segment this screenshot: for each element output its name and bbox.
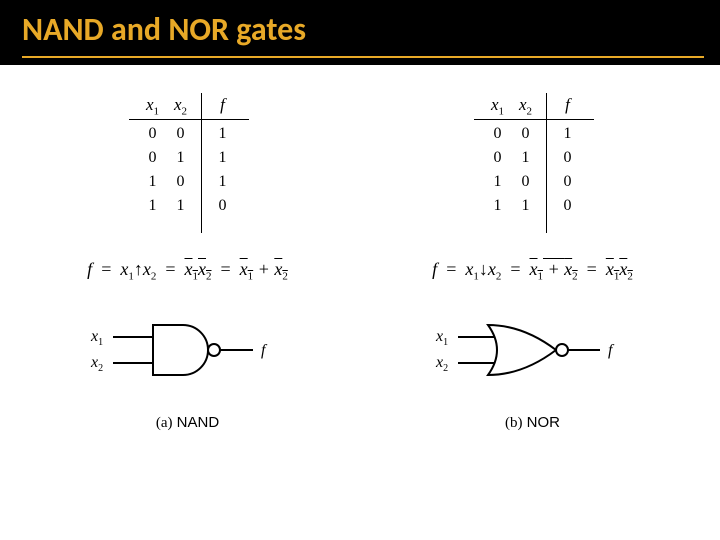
nand-gate-svg: x1 x2 f bbox=[83, 305, 293, 395]
table-cell: 0 bbox=[512, 125, 540, 143]
table-cell: 0 bbox=[554, 173, 582, 191]
table-cell: 1 bbox=[512, 197, 540, 215]
caption-text: NOR bbox=[527, 414, 560, 431]
nand-column: x1 x2 f 0 0 1 0 1 1 1 0 1 1 1 0 f = x1↑x… bbox=[30, 89, 345, 432]
table-cell: 0 bbox=[139, 125, 167, 143]
table-cell: 1 bbox=[139, 173, 167, 191]
svg-text:f: f bbox=[608, 342, 615, 359]
table-cell: 0 bbox=[139, 149, 167, 167]
table-cell: 1 bbox=[167, 149, 195, 167]
slide-title: NAND and NOR gates bbox=[22, 10, 700, 49]
table-cell: 1 bbox=[554, 125, 582, 143]
table-cell: 0 bbox=[209, 197, 237, 215]
nand-equation: f = x1↑x2 = x1x2 = x1 + x2 bbox=[87, 259, 288, 283]
nor-gate-svg: x1 x2 f bbox=[428, 305, 638, 395]
nand-th-f: f bbox=[209, 95, 237, 119]
nor-column: x1 x2 f 0 0 1 0 1 0 1 0 0 1 1 0 f = x1↓x… bbox=[375, 89, 690, 432]
svg-text:x2: x2 bbox=[435, 354, 448, 374]
table-cell: 0 bbox=[167, 173, 195, 191]
table-cell: 1 bbox=[139, 197, 167, 215]
svg-text:x1: x1 bbox=[90, 328, 103, 348]
nor-gate: x1 x2 f bbox=[428, 305, 638, 400]
nand-th-x1: x1 bbox=[139, 95, 167, 119]
nor-equation: f = x1↓x2 = x1 + x2 = x1x2 bbox=[432, 259, 633, 283]
table-cell: 1 bbox=[484, 173, 512, 191]
content-area: x1 x2 f 0 0 1 0 1 1 1 0 1 1 1 0 f = x1↑x… bbox=[0, 65, 720, 432]
table-cell: 1 bbox=[209, 125, 237, 143]
table-cell: 1 bbox=[167, 197, 195, 215]
nand-gate: x1 x2 f bbox=[83, 305, 293, 400]
table-cell: 0 bbox=[512, 173, 540, 191]
nor-truth-table: x1 x2 f 0 0 1 0 1 0 1 0 0 1 1 0 bbox=[466, 89, 600, 225]
caption-text: NAND bbox=[177, 414, 220, 431]
svg-text:x1: x1 bbox=[435, 328, 448, 348]
table-cell: 0 bbox=[554, 197, 582, 215]
table-cell: 0 bbox=[484, 149, 512, 167]
caption-label: (a) bbox=[156, 415, 173, 431]
table-cell: 1 bbox=[484, 197, 512, 215]
nor-th-f: f bbox=[554, 95, 582, 119]
table-cell: 0 bbox=[484, 125, 512, 143]
table-cell: 1 bbox=[512, 149, 540, 167]
nand-caption: (a) NAND bbox=[156, 414, 219, 432]
table-cell: 1 bbox=[209, 149, 237, 167]
nand-th-x2: x2 bbox=[167, 95, 195, 119]
table-cell: 0 bbox=[167, 125, 195, 143]
table-cell: 0 bbox=[554, 149, 582, 167]
table-cell: 1 bbox=[209, 173, 237, 191]
title-underline bbox=[22, 56, 704, 58]
nor-th-x2: x2 bbox=[512, 95, 540, 119]
nand-truth-table: x1 x2 f 0 0 1 0 1 1 1 0 1 1 1 0 bbox=[121, 89, 255, 225]
caption-label: (b) bbox=[505, 415, 523, 431]
svg-text:x2: x2 bbox=[90, 354, 103, 374]
nor-caption: (b) NOR bbox=[505, 414, 560, 432]
nor-th-x1: x1 bbox=[484, 95, 512, 119]
svg-text:f: f bbox=[261, 342, 268, 359]
